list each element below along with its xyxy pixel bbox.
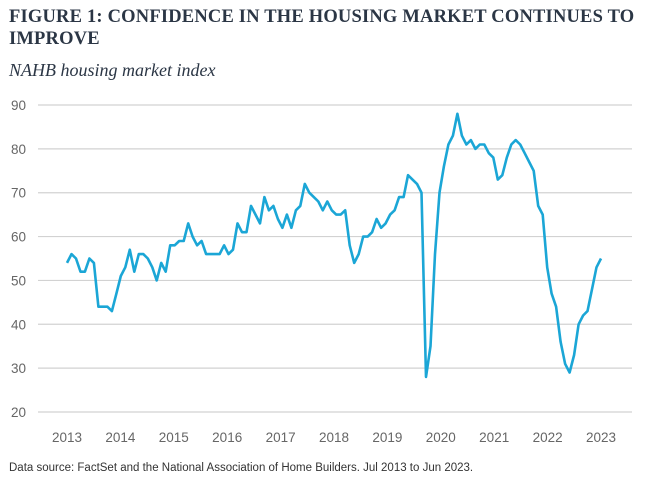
y-tick-label: 50 bbox=[11, 273, 26, 288]
x-tick-label: 2023 bbox=[586, 430, 616, 445]
chart-subtitle: NAHB housing market index bbox=[9, 60, 216, 80]
y-tick-label: 40 bbox=[11, 317, 26, 332]
data-source-note: Data source: FactSet and the National As… bbox=[9, 462, 474, 474]
x-tick-label: 2015 bbox=[159, 430, 189, 445]
y-tick-label: 20 bbox=[11, 405, 26, 420]
y-tick-label: 90 bbox=[11, 98, 26, 113]
y-tick-label: 70 bbox=[11, 186, 26, 201]
chart-title: FIGURE 1: CONFIDENCE IN THE HOUSING MARK… bbox=[9, 7, 635, 49]
y-tick-label: 80 bbox=[11, 142, 26, 157]
x-tick-label: 2020 bbox=[426, 430, 456, 445]
x-tick-label: 2013 bbox=[52, 430, 82, 445]
x-tick-label: 2017 bbox=[266, 430, 296, 445]
y-tick-label: 60 bbox=[11, 230, 26, 245]
series-line-nahb-index bbox=[65, 112, 603, 379]
y-tick-label: 30 bbox=[11, 361, 26, 376]
x-tick-label: 2014 bbox=[105, 430, 136, 445]
gridlines bbox=[38, 104, 632, 413]
y-axis-labels: 20 30 40 50 60 70 80 90 bbox=[11, 98, 26, 420]
x-tick-label: 2018 bbox=[319, 430, 349, 445]
x-tick-label: 2021 bbox=[479, 430, 509, 445]
x-axis-labels: 2013 2014 2015 2016 2017 2018 2019 2020 2021 2022… bbox=[52, 430, 616, 445]
x-tick-label: 2019 bbox=[372, 430, 402, 445]
x-tick-label: 2016 bbox=[212, 430, 242, 445]
x-tick-label: 2022 bbox=[533, 430, 563, 445]
